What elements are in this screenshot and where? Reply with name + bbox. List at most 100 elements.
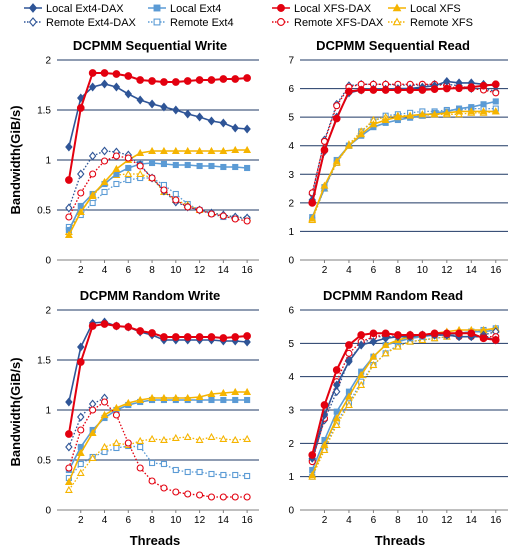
data-point xyxy=(149,159,156,167)
y-tick-label: 4 xyxy=(288,141,294,152)
data-point xyxy=(231,435,240,443)
data-point xyxy=(100,320,109,328)
panel-title: DCPMM Random Read xyxy=(323,288,463,303)
data-point xyxy=(430,110,439,118)
legend-item-remote-ext4: Remote Ext4 xyxy=(148,17,234,29)
data-point xyxy=(100,177,109,185)
data-point xyxy=(148,477,156,485)
data-point xyxy=(480,101,487,108)
series-local-xfs-dax xyxy=(308,329,500,459)
series-line xyxy=(311,83,496,204)
legend-item-local-xfs: Local XFS xyxy=(388,3,461,15)
data-point xyxy=(492,98,499,105)
data-point xyxy=(308,199,317,207)
data-point xyxy=(183,333,192,341)
data-point xyxy=(243,217,251,225)
x-tick-label: 10 xyxy=(170,515,182,526)
data-point xyxy=(418,110,427,118)
data-point xyxy=(124,169,133,177)
data-point xyxy=(207,333,216,341)
x-tick-label: 6 xyxy=(126,265,132,276)
data-point xyxy=(394,86,402,94)
data-point xyxy=(172,161,179,169)
data-point xyxy=(136,95,144,105)
data-point xyxy=(195,76,204,84)
x-tick-label: 4 xyxy=(102,515,108,526)
y-tick-label: 5 xyxy=(288,339,294,350)
data-point xyxy=(207,76,216,84)
y-tick-label: 2 xyxy=(45,56,51,67)
data-point xyxy=(333,408,340,415)
x-tick-label: 10 xyxy=(417,265,429,276)
data-point xyxy=(136,436,145,444)
data-point xyxy=(320,401,329,409)
data-point xyxy=(136,162,144,170)
x-tick-label: 12 xyxy=(441,515,453,526)
data-point xyxy=(320,181,329,189)
y-tick-label: 0 xyxy=(288,506,294,517)
legend-item-local-ext4: Local Ext4 xyxy=(148,3,221,15)
series-local-xfs-dax xyxy=(65,69,251,184)
y-tick-label: 0 xyxy=(288,256,294,267)
y-tick-label: 6 xyxy=(288,84,294,95)
data-point xyxy=(171,333,180,341)
data-point xyxy=(357,130,366,138)
data-point xyxy=(332,114,341,123)
data-point xyxy=(244,164,251,172)
data-point xyxy=(369,120,378,128)
legend-marker xyxy=(392,17,402,26)
data-point xyxy=(430,85,439,93)
data-point xyxy=(65,442,73,452)
data-point xyxy=(136,464,144,472)
data-point xyxy=(243,145,252,153)
data-point xyxy=(418,86,427,94)
series-line xyxy=(68,321,248,403)
y-tick-label: 7 xyxy=(288,56,294,67)
data-point xyxy=(88,428,97,436)
data-point xyxy=(219,334,228,342)
y-tick-label: 0.5 xyxy=(37,456,51,467)
data-point xyxy=(332,420,341,428)
data-point xyxy=(76,104,85,112)
y-tick-label: 2 xyxy=(45,306,51,317)
data-point xyxy=(100,442,109,450)
y-tick-label: 1.5 xyxy=(37,106,51,117)
data-point xyxy=(220,471,227,479)
series-line xyxy=(68,436,248,491)
series-line xyxy=(67,322,248,435)
data-point xyxy=(196,162,203,170)
x-tick-label: 14 xyxy=(218,515,230,526)
data-point xyxy=(381,115,390,123)
x-tick-label: 14 xyxy=(218,265,230,276)
data-point xyxy=(137,443,144,451)
data-point xyxy=(369,337,378,347)
x-tick-label: 10 xyxy=(170,265,182,276)
data-point xyxy=(231,215,239,223)
x-tick-label: 4 xyxy=(346,515,352,526)
data-point xyxy=(88,69,97,77)
data-point xyxy=(65,213,73,221)
data-point xyxy=(112,164,121,172)
data-point xyxy=(332,380,341,390)
data-point xyxy=(160,102,168,112)
y-tick-label: 6 xyxy=(288,306,294,317)
data-point xyxy=(124,72,133,80)
y-tick-label: 1 xyxy=(45,406,51,417)
data-point xyxy=(65,176,73,184)
legend-marker xyxy=(277,4,285,12)
data-point xyxy=(100,157,109,165)
series-line xyxy=(68,401,248,498)
data-point xyxy=(65,430,73,438)
y-tick-label: 0 xyxy=(45,506,51,517)
data-point xyxy=(148,393,156,401)
legend-item-remote-xfs: Remote XFS xyxy=(388,17,473,29)
series-remote-ext4-dax xyxy=(65,393,109,452)
data-point xyxy=(207,493,216,501)
data-point xyxy=(160,78,168,86)
series-local-xfs xyxy=(64,387,252,485)
legend-marker xyxy=(28,17,38,27)
data-point xyxy=(113,170,120,178)
x-tick-label: 2 xyxy=(78,515,84,526)
data-point xyxy=(148,146,156,154)
